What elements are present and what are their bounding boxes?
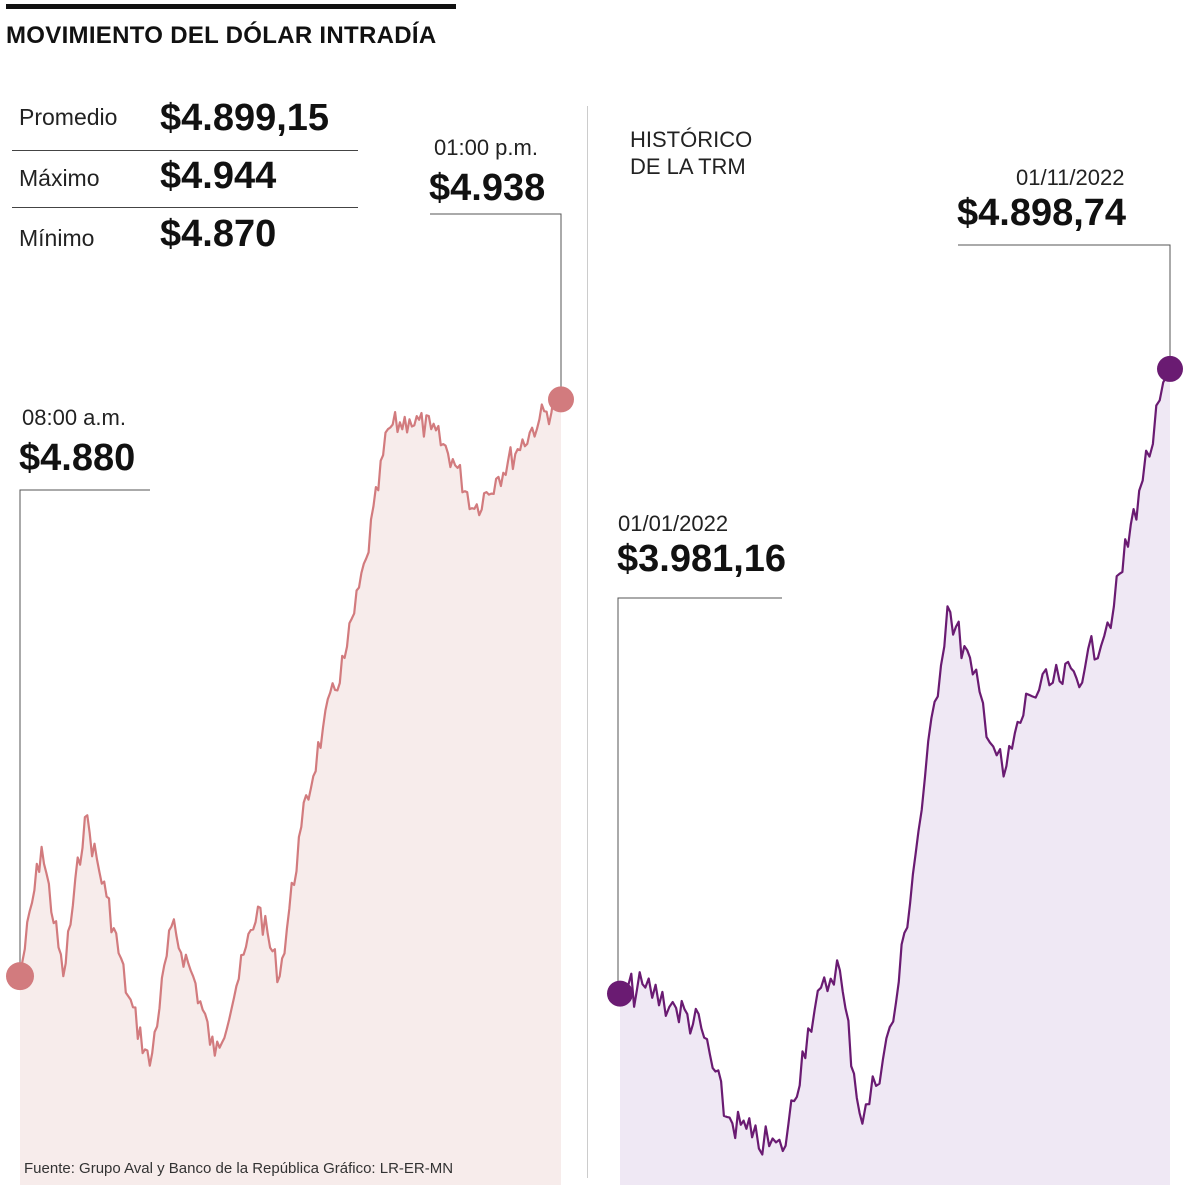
stat-divider xyxy=(12,207,358,208)
intraday-end-point xyxy=(548,386,574,413)
title-rule xyxy=(6,4,456,9)
panel-divider xyxy=(587,106,588,1178)
historical-start-point xyxy=(607,980,633,1007)
intraday-end-time: 01:00 p.m. xyxy=(434,135,538,160)
intraday-end-leader xyxy=(430,213,562,400)
stat-divider xyxy=(12,150,358,151)
historical-label: HISTÓRICO DE LA TRM xyxy=(630,126,752,180)
stat-label-max: Máximo xyxy=(19,165,100,191)
intraday-end-value: $4.938 xyxy=(429,167,546,209)
historical-start-leader xyxy=(617,597,782,994)
intraday-start-value: $4.880 xyxy=(19,437,136,479)
intraday-area-fill xyxy=(20,392,561,1185)
chart-title: MOVIMIENTO DEL DÓLAR INTRADÍA xyxy=(6,22,437,49)
stat-value-min: $4.870 xyxy=(160,213,277,255)
historical-label-line2: DE LA TRM xyxy=(630,154,746,179)
historical-start-date: 01/01/2022 xyxy=(618,511,729,536)
historical-label-line1: HISTÓRICO xyxy=(630,127,753,152)
historical-area-fill xyxy=(620,368,1170,1185)
source-note: Fuente: Grupo Aval y Banco de la Repúbli… xyxy=(24,1160,454,1177)
stat-label-average: Promedio xyxy=(19,104,118,130)
historical-end-point xyxy=(1157,355,1183,382)
historical-end-leader xyxy=(958,244,1171,369)
intraday-start-leader xyxy=(19,489,150,977)
stat-value-max: $4.944 xyxy=(160,155,277,197)
intraday-start-time: 08:00 a.m. xyxy=(22,405,126,430)
historical-series-line xyxy=(618,368,1171,1156)
stat-label-min: Mínimo xyxy=(19,225,95,251)
historical-start-value: $3.981,16 xyxy=(617,538,787,580)
historical-end-date: 01/11/2022 xyxy=(1016,165,1125,190)
historical-end-value: $4.898,74 xyxy=(957,192,1127,234)
intraday-series-line xyxy=(18,391,563,1067)
stat-value-average: $4.899,15 xyxy=(160,97,330,139)
intraday-start-point xyxy=(6,962,34,991)
